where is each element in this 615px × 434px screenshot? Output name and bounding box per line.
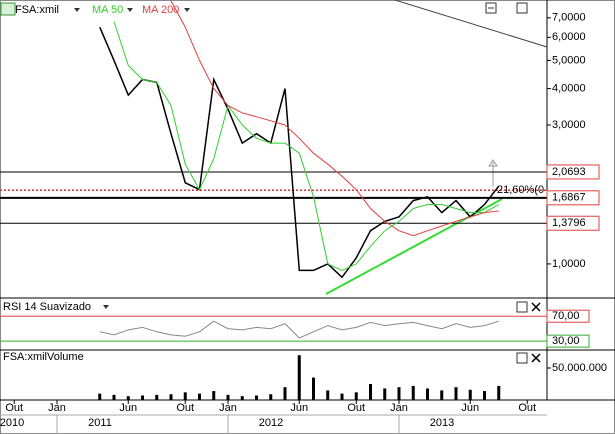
dropdown-icon[interactable] xyxy=(184,8,190,12)
x-tick-label: Out xyxy=(518,402,536,414)
volume-bar xyxy=(212,391,216,400)
volume-bar xyxy=(255,395,258,400)
volume-bar xyxy=(354,392,358,400)
y-tick-label: 5,0000 xyxy=(552,54,586,66)
year-label: 2011 xyxy=(88,417,112,429)
volume-bar xyxy=(483,391,486,400)
volume-bar xyxy=(468,389,472,400)
volume-bar xyxy=(126,396,130,400)
dropdown-icon[interactable] xyxy=(74,8,80,12)
volume-bar xyxy=(411,385,415,400)
panel-title[interactable]: FSA:xmilVolume xyxy=(3,351,84,363)
y-tick-label: 70,00 xyxy=(552,310,580,322)
label-box xyxy=(546,334,590,348)
maximize-button[interactable] xyxy=(516,352,528,364)
volume-bar xyxy=(112,394,116,400)
volume-bar xyxy=(454,387,458,400)
year-label: 2013 xyxy=(430,417,454,429)
y-tick-label: 6,0000 xyxy=(552,31,586,43)
price-line-series xyxy=(113,21,500,271)
y-tick-label: 1,0000 xyxy=(552,258,586,270)
rsi-line xyxy=(99,320,499,339)
price-box xyxy=(546,190,600,206)
volume-bar xyxy=(155,394,159,400)
volume-bar xyxy=(340,393,344,400)
x-tick-label: Jan xyxy=(219,402,237,414)
volume-bar xyxy=(497,385,501,400)
drawn-line xyxy=(394,0,548,48)
volume-bar xyxy=(397,387,401,400)
price-label: 2,0693 xyxy=(552,166,586,178)
maximize-button[interactable] xyxy=(516,301,528,313)
price-label: 1,3796 xyxy=(552,217,586,229)
series-legend[interactable]: MA 50 xyxy=(92,4,123,16)
volume-bar xyxy=(141,395,144,400)
x-tick-label: Jun xyxy=(119,402,137,414)
volume-bar xyxy=(383,388,387,400)
volume-bar xyxy=(98,393,102,400)
fib-label: 21,60%(0 xyxy=(497,184,544,196)
x-tick-label: Jan xyxy=(390,402,408,414)
y-tick-label: 50.000.000 xyxy=(552,362,607,374)
price-box xyxy=(546,164,600,180)
label-box xyxy=(546,309,590,323)
panel-title[interactable]: RSI 14 Suavizado xyxy=(3,301,91,313)
volume-bar xyxy=(369,384,372,400)
x-tick-label: Jun xyxy=(461,402,479,414)
y-tick-label: 3,0000 xyxy=(552,119,586,131)
dropdown-icon[interactable] xyxy=(127,8,133,12)
x-tick-label: Out xyxy=(347,402,365,414)
x-tick-label: Out xyxy=(5,402,23,414)
volume-bar xyxy=(326,390,330,400)
x-tick-label: Jan xyxy=(48,402,66,414)
volume-bar xyxy=(440,390,444,400)
volume-bar xyxy=(183,392,187,400)
volume-bar xyxy=(240,396,244,400)
volume-bar xyxy=(312,377,315,400)
volume-bar xyxy=(169,394,173,400)
price-label: 1,6867 xyxy=(552,192,586,204)
year-label: 2012 xyxy=(259,417,283,429)
year-label: 2010 xyxy=(0,417,24,429)
close-button[interactable] xyxy=(531,302,541,312)
x-tick-label: Out xyxy=(176,402,194,414)
volume-bar xyxy=(226,394,230,400)
price-line-series xyxy=(99,26,500,279)
series-legend[interactable]: FSA:xmil xyxy=(15,4,59,16)
dropdown-icon[interactable] xyxy=(103,305,109,309)
price-box xyxy=(546,215,600,231)
price-line-series xyxy=(170,0,499,237)
y-tick-label: 7,0000 xyxy=(552,12,586,24)
volume-bar xyxy=(426,388,429,400)
arrow-head xyxy=(488,159,498,167)
maximize-button[interactable] xyxy=(516,2,528,14)
volume-bar xyxy=(297,355,301,400)
volume-bar xyxy=(283,387,287,400)
volume-bar xyxy=(269,394,273,400)
y-tick-label: 4,0000 xyxy=(552,83,586,95)
volume-bar xyxy=(198,393,201,400)
series-legend[interactable]: MA 200 xyxy=(142,4,179,16)
close-button[interactable] xyxy=(531,353,541,363)
symbol-icon[interactable] xyxy=(0,2,16,16)
y-tick-label: 30,00 xyxy=(552,335,580,347)
x-tick-label: Jun xyxy=(290,402,308,414)
